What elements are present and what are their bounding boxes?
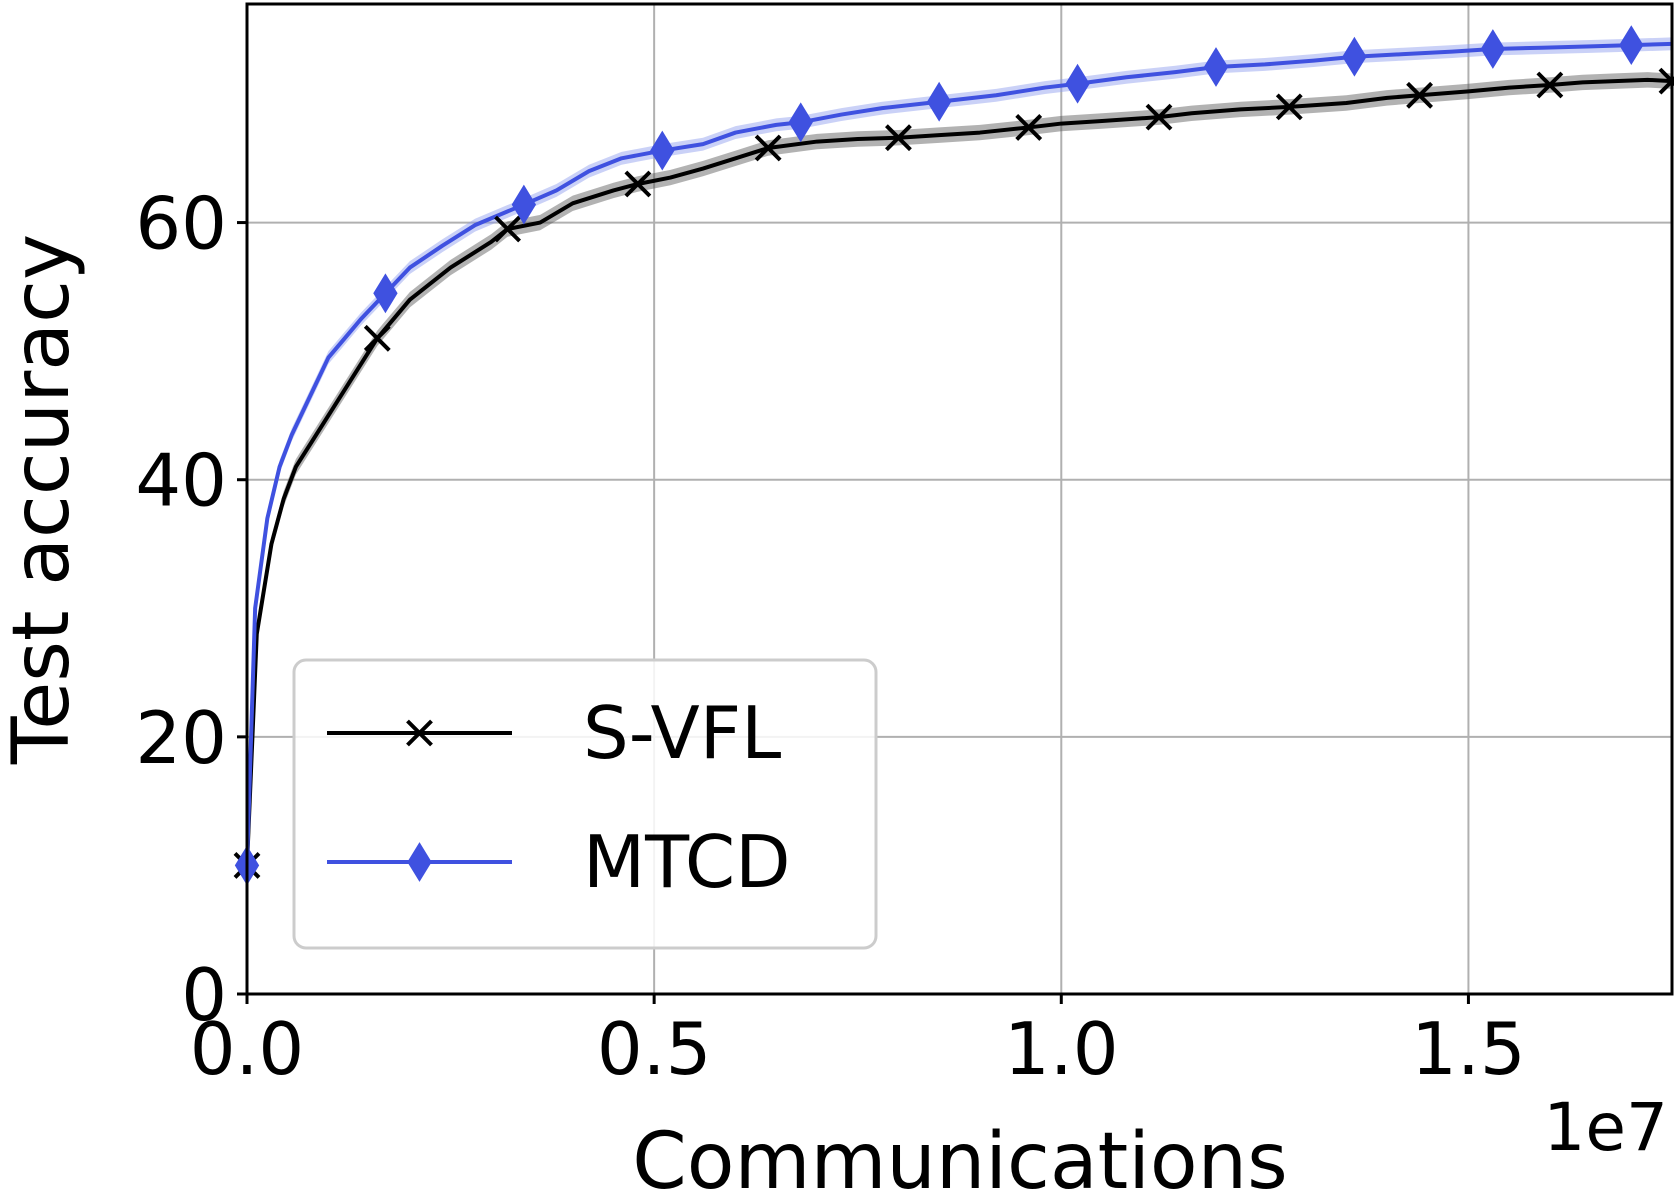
series-markers — [233, 25, 1674, 886]
legend-marker-mtcd-shape — [407, 842, 432, 882]
x-axis-title: Communications — [632, 1117, 1287, 1196]
marker-s-vfl — [1406, 81, 1433, 109]
marker-s-vfl — [494, 215, 521, 243]
y-tick-label: 40 — [135, 439, 227, 523]
legend-marker-svfl — [406, 719, 433, 747]
marker-s-vfl — [363, 324, 391, 352]
marker-s-vfl — [1275, 93, 1303, 121]
y-tick-label: 60 — [135, 182, 227, 266]
legend-marker-mtcd — [407, 842, 432, 882]
axis-ticks: 0.0 0.5 1.0 1.5 0 20 40 60 — [135, 182, 1525, 1091]
x-tick-label: 0.0 — [190, 1007, 305, 1091]
marker-s-vfl — [624, 170, 652, 198]
marker-mtcd — [650, 130, 675, 171]
y-tick-label: 20 — [135, 696, 227, 780]
marker-s-vfl — [1536, 71, 1564, 99]
marker-mtcd — [926, 81, 952, 122]
x-tick-label: 1.5 — [1411, 1007, 1526, 1091]
marker-mtcd — [1619, 25, 1644, 66]
marker-s-vfl — [1145, 103, 1173, 131]
legend-label-mtcd: MTCD — [583, 820, 791, 904]
marker-s-vfl — [754, 134, 782, 162]
x-tick-label: 0.5 — [597, 1007, 712, 1091]
marker-mtcd — [788, 102, 813, 143]
y-axis-title: Test accuracy — [0, 234, 87, 765]
legend-marker-s-vfl-shape — [406, 719, 433, 747]
x-tick-label: 1.0 — [1004, 1007, 1119, 1091]
x-offset-label: 1e7 — [1543, 1089, 1668, 1166]
plot-frame — [245, 2, 1674, 996]
marker-mtcd — [511, 184, 537, 225]
marker-mtcd — [1480, 29, 1506, 69]
marker-mtcd — [1065, 63, 1090, 104]
legend: S-VFL MTCD — [292, 658, 878, 950]
marker-mtcd — [1342, 36, 1367, 77]
legend-label-svfl: S-VFL — [583, 691, 781, 775]
marker-mtcd — [1203, 47, 1229, 87]
y-tick-label: 0 — [181, 953, 227, 1037]
marker-s-vfl — [1015, 114, 1043, 141]
marker-mtcd — [373, 273, 398, 314]
marker-s-vfl — [885, 124, 912, 152]
